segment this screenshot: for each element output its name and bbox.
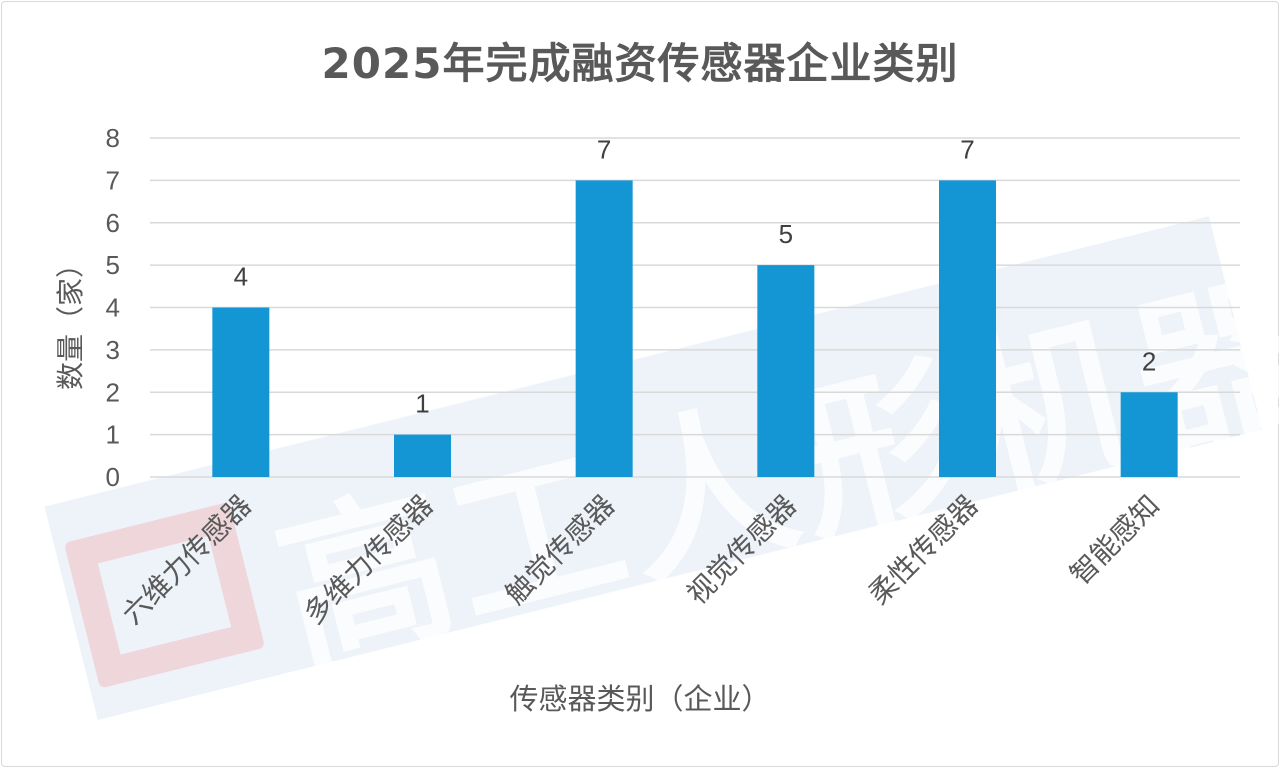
y-tick-label: 0 bbox=[106, 462, 120, 492]
x-tick-label: 多维力传感器 bbox=[297, 489, 439, 631]
y-tick-label: 6 bbox=[106, 208, 120, 238]
y-tick-label: 5 bbox=[106, 250, 120, 280]
bar bbox=[394, 434, 451, 477]
y-tick-label: 7 bbox=[106, 165, 120, 195]
data-label: 1 bbox=[415, 389, 429, 419]
bar bbox=[1120, 392, 1178, 477]
x-tick-label: 六维力传感器 bbox=[116, 489, 258, 631]
x-tick-label: 智能感知 bbox=[1064, 489, 1167, 592]
y-tick-label: 3 bbox=[106, 335, 120, 365]
x-axis-label: 传感器类别（企业） bbox=[509, 682, 771, 716]
x-tick-label: 柔性传感器 bbox=[862, 489, 984, 611]
y-tick-label: 2 bbox=[106, 377, 120, 407]
bar bbox=[575, 180, 633, 477]
x-tick-label: 触觉传感器 bbox=[499, 489, 621, 611]
data-label: 7 bbox=[597, 134, 611, 164]
y-tick-label: 8 bbox=[106, 123, 120, 153]
bar bbox=[757, 265, 815, 477]
chart-title: 2025年完成融资传感器企业类别 bbox=[321, 39, 959, 88]
data-label: 5 bbox=[779, 219, 793, 249]
x-tick-label: 视觉传感器 bbox=[680, 489, 802, 611]
y-tick-label: 1 bbox=[106, 420, 120, 450]
bar bbox=[212, 307, 270, 477]
data-label: 2 bbox=[1142, 346, 1156, 376]
data-label: 7 bbox=[960, 134, 974, 164]
bar bbox=[939, 180, 996, 477]
data-label: 4 bbox=[234, 262, 248, 292]
y-tick-label: 4 bbox=[106, 293, 120, 323]
